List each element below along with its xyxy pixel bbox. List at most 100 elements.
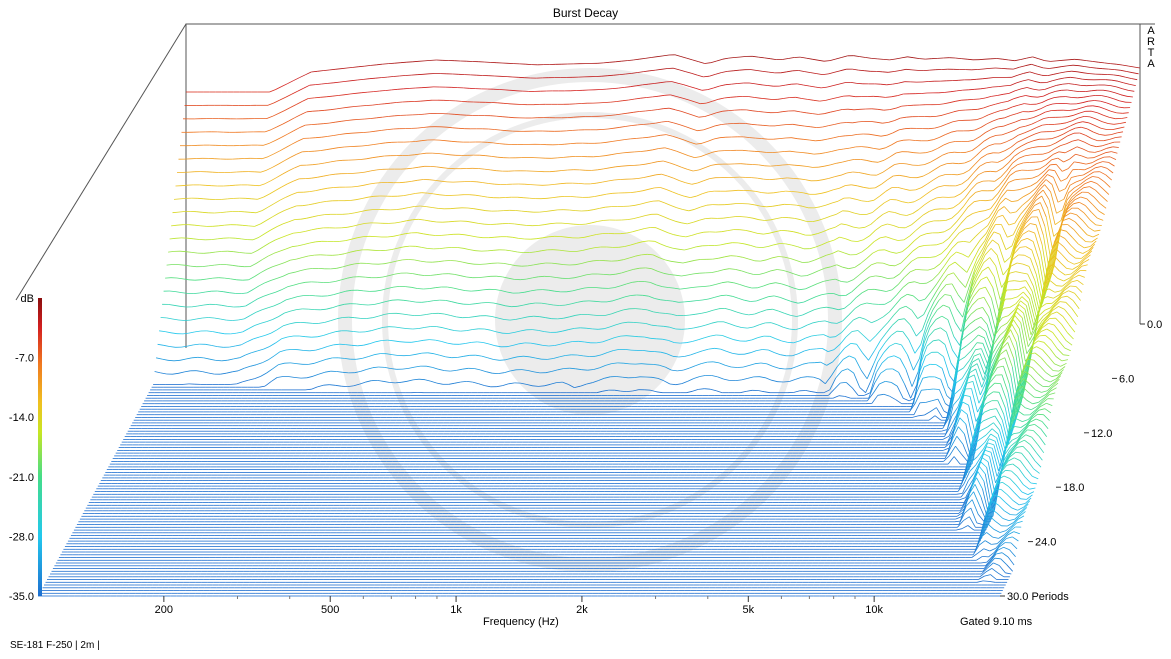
decay-slice (135, 248, 1093, 418)
decay-slice (50, 562, 1012, 575)
decay-slice (175, 100, 1131, 187)
colorbar (38, 298, 42, 596)
z-tick-label: -28.0 (9, 531, 34, 543)
depth-tick-label: 6.0 (1119, 373, 1134, 385)
footer-caption: SE-181 F-250 | 2m | (10, 640, 100, 651)
decay-slice (136, 241, 1094, 416)
decay-slice (69, 494, 1030, 539)
depth-tick-label: 12.0 (1091, 428, 1112, 440)
decay-slice (52, 552, 1015, 569)
decay-slice (99, 382, 1059, 484)
decay-slice (61, 520, 1023, 553)
decay-slice (168, 126, 1124, 254)
decay-slice (85, 429, 1046, 509)
decay-slice (73, 475, 1035, 531)
decay-slice (153, 180, 1110, 385)
decay-slice (186, 54, 1141, 93)
depth-tick-label: 30.0 Periods (1007, 591, 1069, 603)
decay-slice (180, 83, 1135, 147)
z-tick-label: -14.0 (9, 412, 34, 424)
decay-slice (94, 398, 1054, 493)
x-tick-label: 2k (576, 604, 588, 616)
z-tick-label: -21.0 (9, 472, 34, 484)
decay-slice (81, 446, 1042, 517)
decay-slice (105, 358, 1064, 473)
decay-slice (54, 546, 1016, 567)
decay-slice (181, 76, 1136, 133)
decay-slice (169, 121, 1125, 241)
depth-tick-label: 0.0 (1147, 319, 1162, 331)
decay-slice (163, 146, 1119, 294)
arta-letter: R (1147, 36, 1155, 48)
decay-slice (162, 151, 1118, 308)
decay-slice (70, 488, 1032, 536)
decay-slice (144, 212, 1101, 402)
x-axis-label: Frequency (Hz) (483, 616, 559, 628)
decay-slice (150, 191, 1107, 391)
decay-slice (159, 161, 1115, 335)
decay-slice (109, 340, 1068, 465)
decay-slice (48, 568, 1010, 578)
z-tick-label: -7.0 (15, 353, 34, 365)
decay-slice (60, 526, 1022, 556)
gated-note: Gated 9.10 ms (960, 616, 1033, 628)
decay-slice (97, 387, 1057, 487)
decay-slice (90, 413, 1050, 501)
decay-slice (102, 371, 1062, 479)
decay-slice (166, 132, 1122, 268)
decay-slice (120, 301, 1079, 446)
side-wall-edge (15, 23, 187, 301)
decay-slice (45, 580, 1008, 583)
x-tick-label: 1k (450, 604, 462, 616)
decay-slice (78, 457, 1039, 523)
decay-slice (130, 264, 1088, 427)
decay-slice (58, 531, 1020, 558)
decay-slice (138, 234, 1095, 413)
decay-slice (154, 176, 1111, 375)
x-tick-label: 10k (865, 604, 883, 616)
decay-slice (63, 515, 1025, 550)
decay-slice (112, 328, 1071, 460)
decay-slice (79, 451, 1040, 520)
decay-slice (172, 110, 1128, 214)
decay-slice (171, 116, 1126, 227)
x-tick-label: 200 (155, 604, 173, 616)
decay-slice (127, 274, 1085, 432)
decay-slice (76, 463, 1037, 525)
depth-tick-label: 18.0 (1063, 482, 1084, 494)
decay-slice (111, 334, 1070, 462)
arta-letter: A (1147, 25, 1155, 37)
decay-slice (139, 229, 1097, 410)
decay-slice (96, 392, 1056, 490)
arta-logo: A R T A (1145, 26, 1157, 70)
chart-title: Burst Decay (552, 6, 619, 20)
decay-slice (91, 408, 1052, 498)
decay-slice (129, 270, 1087, 429)
decay-slice (178, 89, 1133, 160)
decay-slice (184, 63, 1139, 106)
decay-slice (47, 574, 1009, 580)
decay-slice (51, 557, 1013, 572)
decay-slice (123, 290, 1081, 440)
x-tick-label: 5k (742, 604, 754, 616)
decay-slice (57, 536, 1019, 561)
z-axis-unit: dB (21, 293, 34, 305)
decay-slice (126, 280, 1084, 435)
decay-slice (100, 378, 1060, 482)
depth-tick-label: 24.0 (1035, 537, 1056, 549)
decay-slice (55, 542, 1018, 564)
decay-slice (156, 171, 1112, 362)
arta-letter: T (1147, 47, 1155, 59)
decay-slice (64, 511, 1026, 547)
decay-slice (165, 139, 1121, 281)
decay-slice (121, 295, 1080, 443)
watermark-logo (338, 68, 842, 572)
back-wall (185, 23, 1141, 348)
decay-slice (72, 481, 1033, 534)
arta-letter: A (1147, 58, 1155, 70)
decay-slice (151, 186, 1108, 388)
decay-slice (67, 501, 1029, 542)
decay-slice (157, 166, 1114, 348)
x-tick-label: 500 (321, 604, 339, 616)
